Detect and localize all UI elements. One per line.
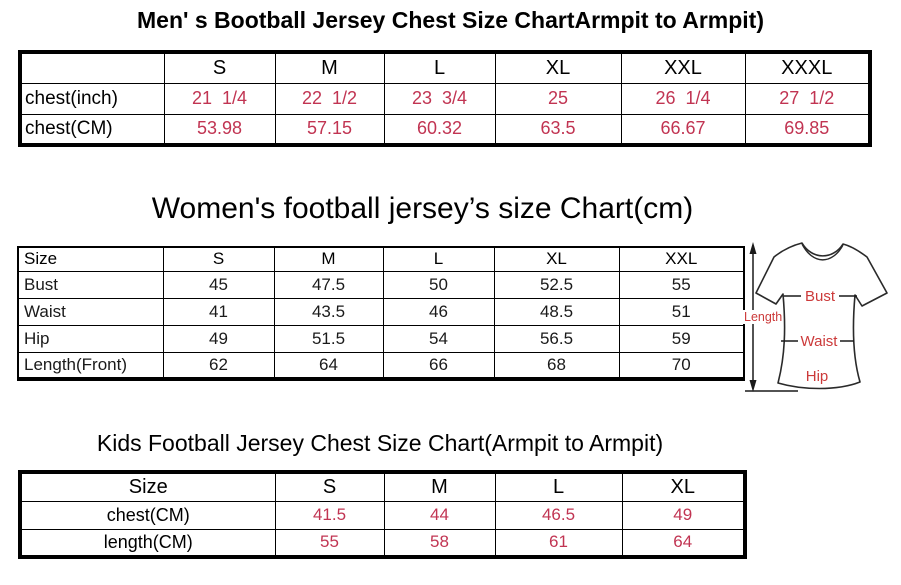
- cell-value: 22 1/2: [274, 82, 385, 115]
- column-header: XL: [493, 246, 620, 272]
- kids-chart-title: Kids Football Jersey Chest Size Chart(Ar…: [96, 430, 664, 456]
- tshirt-diagram-svg: Length Bust Waist Hip: [743, 242, 888, 392]
- women-size-table: Size S M L XL XXL Bust 45 47.5 50 52.5 5…: [17, 246, 745, 381]
- cell-value: 55: [274, 528, 385, 558]
- cell-value: 54: [382, 324, 495, 353]
- table-row: Bust 45 47.5 50 52.5 55: [17, 270, 745, 299]
- cell-value: 66.67: [620, 113, 746, 146]
- cell-value: 48.5: [493, 297, 620, 326]
- cell-value: 66: [382, 351, 495, 380]
- cell-value: 60.32: [383, 113, 496, 146]
- table-row: chest(CM) 41.5 44 46.5 49: [19, 500, 746, 530]
- cell-value: 52.5: [493, 270, 620, 299]
- row-label: chest(inch): [19, 82, 165, 115]
- column-header: S: [162, 246, 275, 272]
- cell-value: 45: [162, 270, 275, 299]
- length-label: Length: [744, 310, 782, 324]
- cell-value: 46.5: [494, 500, 623, 530]
- column-header: XL: [621, 471, 746, 502]
- cell-value: 47.5: [273, 270, 384, 299]
- column-header: L: [383, 51, 496, 84]
- hip-label: Hip: [806, 368, 829, 385]
- cell-value: 59: [618, 324, 745, 353]
- cell-value: 41: [162, 297, 275, 326]
- cell-value: 46: [382, 297, 495, 326]
- column-header: M: [274, 51, 385, 84]
- cell-value: 26 1/4: [620, 82, 746, 115]
- column-header: Size: [19, 471, 276, 502]
- cell-value: 51.5: [273, 324, 384, 353]
- table-row: Waist 41 43.5 46 48.5 51: [17, 297, 745, 326]
- cell-value: 49: [621, 500, 746, 530]
- cell-value: 53.98: [163, 113, 276, 146]
- table-row: Length(Front) 62 64 66 68 70: [17, 351, 745, 380]
- cell-value: 51: [618, 297, 745, 326]
- cell-value: 27 1/2: [744, 82, 871, 115]
- cell-value: 43.5: [273, 297, 384, 326]
- table-row: chest(inch) 21 1/4 22 1/2 23 3/4 25 26 1…: [19, 82, 871, 115]
- arrowhead-up: [749, 242, 757, 254]
- cell-value: 56.5: [493, 324, 620, 353]
- table-row: Hip 49 51.5 54 56.5 59: [17, 324, 745, 353]
- bust-label: Bust: [805, 288, 836, 305]
- tshirt-measurement-diagram: Length Bust Waist Hip: [740, 236, 901, 395]
- table-row: length(CM) 55 58 61 64: [19, 528, 746, 558]
- column-header: L: [382, 246, 495, 272]
- cell-value: 49: [162, 324, 275, 353]
- column-header: M: [383, 471, 496, 502]
- table-row: chest(CM) 53.98 57.15 60.32 63.5 66.67 6…: [19, 113, 871, 146]
- men-chart-title: Men' s Bootball Jersey Chest Size ChartA…: [137, 7, 764, 33]
- column-header: L: [494, 471, 623, 502]
- table-header-row: S M L XL XXL XXXL: [19, 51, 871, 84]
- cell-value: 58: [383, 528, 496, 558]
- cell-value: 62: [162, 351, 275, 380]
- column-header: M: [273, 246, 384, 272]
- cell-value: 21 1/4: [163, 82, 276, 115]
- cell-value: 57.15: [274, 113, 385, 146]
- row-label: Bust: [17, 270, 164, 299]
- cell-value: 64: [273, 351, 384, 380]
- column-header: [19, 51, 165, 84]
- column-header: S: [274, 471, 385, 502]
- length-label-backing: [743, 310, 781, 324]
- cell-value: 55: [618, 270, 745, 299]
- row-label: chest(CM): [19, 500, 276, 530]
- cell-value: 50: [382, 270, 495, 299]
- kids-size-table: Size S M L XL chest(CM) 41.5 44 46.5 49 …: [18, 470, 747, 559]
- column-header: XXXL: [744, 51, 871, 84]
- row-label: Hip: [17, 324, 164, 353]
- collar-line: [801, 243, 844, 261]
- cell-value: 23 3/4: [383, 82, 496, 115]
- row-label: Waist: [17, 297, 164, 326]
- cell-value: 68: [493, 351, 620, 380]
- cell-value: 64: [621, 528, 746, 558]
- cell-value: 25: [494, 82, 622, 115]
- column-header: XXL: [618, 246, 745, 272]
- cell-value: 61: [494, 528, 623, 558]
- cell-value: 63.5: [494, 113, 622, 146]
- row-label: length(CM): [19, 528, 276, 558]
- tshirt-outline: [755, 242, 888, 390]
- cell-value: 41.5: [274, 500, 385, 530]
- table-header-row: Size S M L XL: [19, 471, 746, 502]
- table-header-row: Size S M L XL XXL: [17, 246, 745, 272]
- row-label: chest(CM): [19, 113, 165, 146]
- waist-label: Waist: [801, 333, 839, 350]
- cell-value: 70: [618, 351, 745, 380]
- cell-value: 44: [383, 500, 496, 530]
- column-header: Size: [17, 246, 164, 272]
- cell-value: 69.85: [744, 113, 871, 146]
- column-header: XXL: [620, 51, 746, 84]
- women-chart-title: Women's football jersey’s size Chart(cm): [151, 192, 694, 225]
- row-label: Length(Front): [17, 351, 164, 380]
- men-size-table: S M L XL XXL XXXL chest(inch) 21 1/4 22 …: [18, 50, 872, 147]
- column-header: XL: [494, 51, 622, 84]
- column-header: S: [163, 51, 276, 84]
- arrowhead-down: [749, 380, 757, 392]
